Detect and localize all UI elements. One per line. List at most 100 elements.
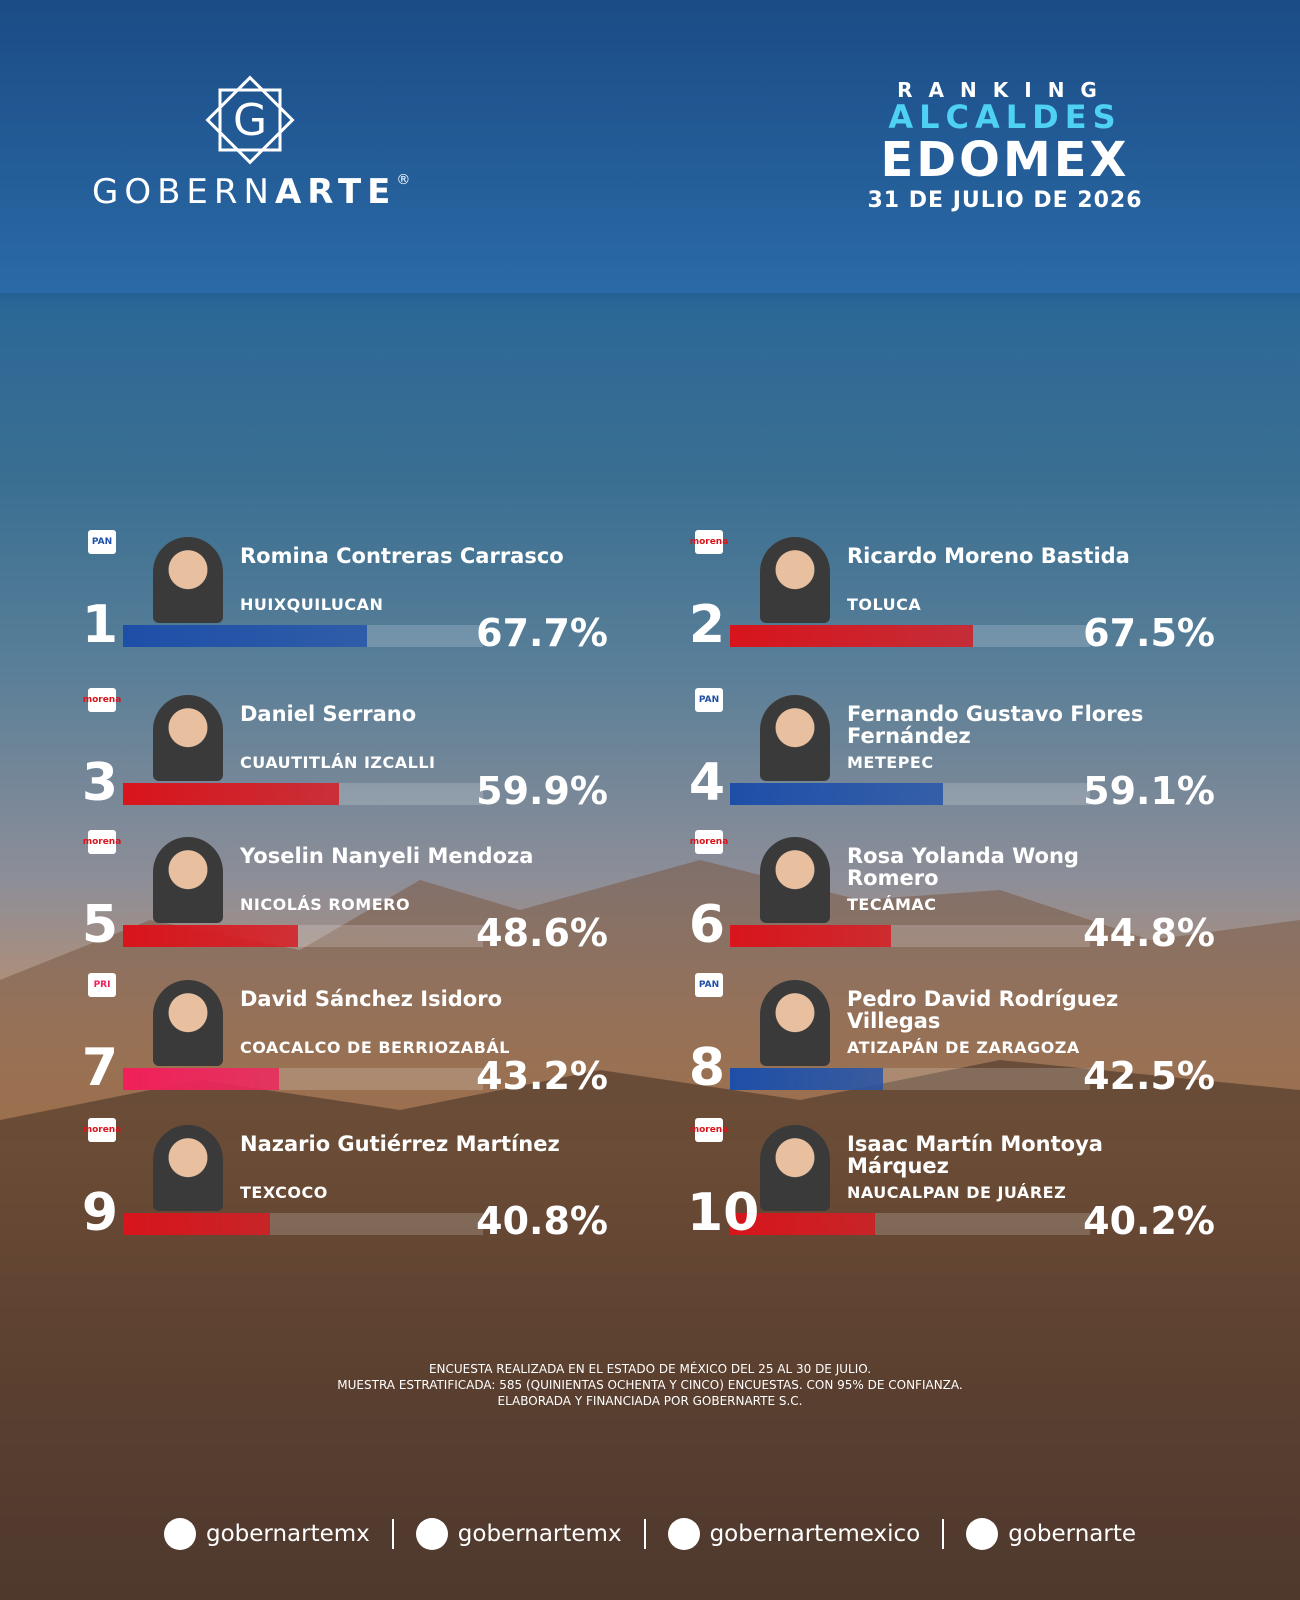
rank: 2 bbox=[688, 595, 726, 655]
bar bbox=[123, 625, 367, 647]
photo bbox=[153, 980, 223, 1066]
social-item: gobernartemx bbox=[415, 1518, 622, 1550]
candidate-name: David Sánchez Isidoro bbox=[240, 987, 503, 1011]
value-label: 44.8% bbox=[1083, 911, 1215, 955]
rank: 3 bbox=[81, 753, 119, 813]
rank: 10 bbox=[687, 1183, 760, 1243]
municipality: ATIZAPÁN DE ZARAGOZA bbox=[847, 1038, 1080, 1057]
bar bbox=[730, 1068, 883, 1090]
party-logo: morena bbox=[83, 830, 121, 854]
value-label: 43.2% bbox=[476, 1054, 608, 1098]
rank: 8 bbox=[688, 1038, 726, 1098]
rank: 5 bbox=[81, 895, 119, 955]
municipality: HUIXQUILUCAN bbox=[240, 595, 384, 614]
social-icon bbox=[966, 1518, 999, 1550]
brand-light: GOBERN bbox=[92, 172, 275, 212]
photo bbox=[760, 537, 830, 623]
party-logo: morena bbox=[690, 830, 728, 854]
municipality: METEPEC bbox=[847, 753, 934, 772]
party-logo: PAN bbox=[695, 688, 723, 712]
brand-bold: ARTE bbox=[274, 172, 397, 212]
social-item: gobernartemx bbox=[163, 1518, 370, 1550]
photo bbox=[760, 837, 830, 923]
municipality: NICOLÁS ROMERO bbox=[240, 895, 411, 914]
municipality: TEXCOCO bbox=[240, 1183, 328, 1202]
brand: GOBERNARTE® bbox=[92, 172, 416, 212]
value-label: 59.1% bbox=[1083, 769, 1215, 813]
social-icon bbox=[163, 1518, 196, 1550]
candidate-name: Isaac Martín Montoya Márquez bbox=[847, 1132, 1103, 1178]
party-logo: morena bbox=[690, 530, 728, 554]
footnote-line: ELABORADA Y FINANCIADA POR GOBERNARTE S.… bbox=[497, 1394, 803, 1408]
party-logo: PAN bbox=[695, 973, 723, 997]
party-logo: PAN bbox=[88, 530, 116, 554]
bar bbox=[123, 925, 298, 947]
bar bbox=[123, 1068, 279, 1090]
bar bbox=[730, 1213, 875, 1235]
bar bbox=[730, 625, 973, 647]
party-logo: morena bbox=[83, 1118, 121, 1142]
social-bar: gobernartemx gobernartemx gobernartemexico… bbox=[0, 1518, 1300, 1550]
value-label: 67.7% bbox=[476, 611, 608, 655]
social-handle: gobernartemx bbox=[457, 1521, 622, 1547]
value-label: 40.8% bbox=[476, 1199, 608, 1243]
party-logo: morena bbox=[83, 688, 121, 712]
candidate-name: Daniel Serrano bbox=[240, 702, 417, 726]
value-label: 67.5% bbox=[1083, 611, 1215, 655]
title-line-1: ALCALDES bbox=[888, 98, 1122, 136]
rank: 4 bbox=[688, 753, 726, 813]
value-label: 40.2% bbox=[1083, 1199, 1215, 1243]
rank: 7 bbox=[81, 1038, 119, 1098]
bar bbox=[730, 925, 892, 947]
separator bbox=[643, 1519, 646, 1549]
logo-mark: G bbox=[205, 75, 295, 165]
bar bbox=[123, 1213, 270, 1235]
footnote-line: ENCUESTA REALIZADA EN EL ESTADO DE MÉXIC… bbox=[428, 1362, 872, 1376]
candidate-name: Rosa Yolanda Wong Romero bbox=[847, 844, 1079, 890]
separator bbox=[942, 1519, 945, 1549]
social-icon bbox=[415, 1518, 448, 1550]
social-handle: gobernartemexico bbox=[709, 1521, 921, 1547]
photo bbox=[153, 695, 223, 781]
rank: 9 bbox=[81, 1183, 119, 1243]
candidate-name: Nazario Gutiérrez Martínez bbox=[240, 1132, 560, 1156]
candidate-name: Pedro David Rodríguez Villegas bbox=[847, 987, 1119, 1033]
value-label: 42.5% bbox=[1083, 1054, 1215, 1098]
value-label: 48.6% bbox=[476, 911, 608, 955]
photo bbox=[760, 1125, 830, 1211]
party-logo: PRI bbox=[88, 973, 116, 997]
social-handle: gobernartemx bbox=[205, 1521, 370, 1547]
kicker: RANKING bbox=[897, 78, 1113, 102]
social-item: gobernarte bbox=[966, 1518, 1136, 1550]
bar bbox=[730, 783, 943, 805]
title-line-2: EDOMEX bbox=[880, 132, 1130, 188]
photo bbox=[153, 537, 223, 623]
photo bbox=[153, 837, 223, 923]
separator bbox=[391, 1519, 394, 1549]
municipality: TOLUCA bbox=[847, 595, 922, 614]
social-item: gobernartemexico bbox=[667, 1518, 921, 1550]
footnote-line: MUESTRA ESTRATIFICADA: 585 (QUINIENTAS O… bbox=[337, 1378, 963, 1392]
value-label: 59.9% bbox=[476, 769, 608, 813]
candidate-name: Yoselin Nanyeli Mendoza bbox=[240, 844, 534, 868]
municipality: CUAUTITLÁN IZCALLI bbox=[240, 753, 436, 772]
social-icon bbox=[667, 1518, 700, 1550]
bar bbox=[123, 783, 339, 805]
photo bbox=[760, 695, 830, 781]
party-logo: morena bbox=[690, 1118, 728, 1142]
rank: 6 bbox=[688, 895, 726, 955]
candidate-name: Romina Contreras Carrasco bbox=[240, 544, 564, 568]
municipality: TECÁMAC bbox=[847, 895, 937, 914]
background-scene bbox=[0, 860, 1300, 1600]
rank: 1 bbox=[81, 595, 119, 655]
candidate-name: Fernando Gustavo Flores Fernández bbox=[847, 702, 1144, 748]
date: 31 DE JULIO DE 2026 bbox=[867, 188, 1143, 213]
logo-letter: G bbox=[233, 95, 267, 146]
photo bbox=[760, 980, 830, 1066]
municipality: NAUCALPAN DE JUÁREZ bbox=[847, 1183, 1067, 1202]
municipality: COACALCO DE BERRIOZABÁL bbox=[240, 1038, 510, 1057]
header-band bbox=[0, 0, 1300, 293]
social-handle: gobernarte bbox=[1008, 1521, 1136, 1547]
brand-mark: ® bbox=[396, 172, 417, 188]
